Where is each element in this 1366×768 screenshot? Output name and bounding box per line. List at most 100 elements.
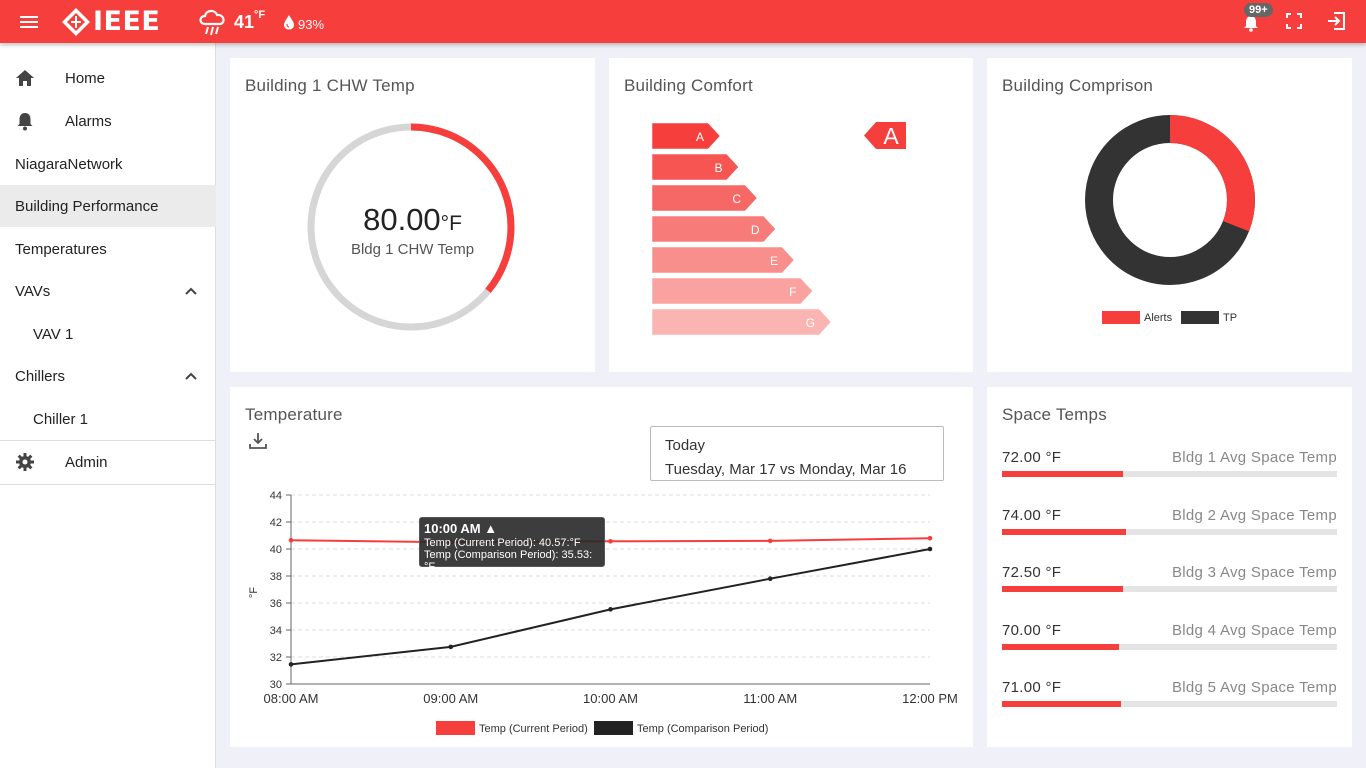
space-temp-bar (1002, 471, 1337, 477)
chart-tooltip: 10:00 AM ▲ Temp (Current Period): 40.57:… (419, 517, 605, 573)
comfort-grade-bar-f (651, 277, 813, 305)
period-selector[interactable]: Today Tuesday, Mar 17 vs Monday, Mar 16 (650, 426, 944, 481)
ieee-logo-icon[interactable] (60, 6, 92, 38)
sidebar-divider (0, 440, 216, 441)
space-temp-value: 72.00 °F (1002, 449, 1062, 466)
legend-label: Temp (Current Period) (479, 723, 588, 735)
comfort-grade-label: G (806, 316, 815, 330)
chevron-up-icon[interactable] (183, 283, 199, 299)
sidebar-item-chiller-1[interactable]: Chiller 1 (0, 398, 216, 440)
space-temp-bar (1002, 644, 1337, 650)
comfort-grade-bar-e (651, 246, 795, 274)
legend-label-tp: TP (1223, 312, 1237, 324)
space-temp-bar-fill (1002, 471, 1123, 477)
sidebar-item-label: Admin (65, 453, 108, 471)
download-icon[interactable] (248, 431, 268, 451)
space-temp-name: Bldg 4 Avg Space Temp (1171, 622, 1337, 639)
space-temp-name: Bldg 5 Avg Space Temp (1171, 679, 1337, 696)
sidebar-item-label: Chillers (15, 367, 66, 385)
gear-icon (15, 452, 35, 472)
sidebar-item-home[interactable]: Home (0, 57, 216, 99)
sidebar-item-chillers[interactable]: Chillers (0, 355, 216, 397)
notification-badge: 99+ (1244, 3, 1273, 17)
sidebar-item-vavs[interactable]: VAVs (0, 270, 216, 312)
card-title: Building 1 CHW Temp (245, 76, 415, 95)
home-icon (15, 68, 35, 88)
top-bar: IEEE 41 °F 93% 99+ (0, 0, 1366, 43)
y-tick-label: 42 (270, 517, 282, 529)
space-temp-bar-fill (1002, 644, 1120, 650)
legend-label-alerts: Alerts (1144, 312, 1173, 324)
data-point (608, 607, 613, 612)
data-point (927, 535, 933, 541)
bell-icon[interactable] (1240, 12, 1262, 34)
legend-swatch (594, 721, 633, 735)
humidity-value: 93% (298, 16, 325, 32)
rain-cloud-icon (197, 6, 229, 38)
comfort-grade-label: B (714, 161, 722, 175)
x-tick-label: 10:00 AM (583, 691, 638, 706)
legend-swatch-tp (1181, 311, 1219, 324)
space-temp-name: Bldg 1 Avg Space Temp (1171, 449, 1337, 466)
menu-icon[interactable] (17, 10, 41, 34)
sidebar-item-label: VAV 1 (33, 325, 74, 343)
sidebar-item-vav-1[interactable]: VAV 1 (0, 313, 216, 355)
chevron-up-icon[interactable] (183, 368, 199, 384)
legend-swatch-alerts (1102, 311, 1140, 324)
comfort-grade-bar-d (651, 215, 776, 243)
chw-gauge-arc (307, 123, 515, 331)
data-point (288, 662, 294, 667)
sidebar-item-label: Alarms (65, 112, 112, 130)
y-tick-label: 36 (270, 598, 282, 610)
sidebar-item-label: Building Performance (15, 197, 159, 215)
space-temp-name: Bldg 3 Avg Space Temp (1171, 564, 1337, 581)
period-range: Tuesday, Mar 17 vs Monday, Mar 16 (665, 461, 907, 478)
temperature-line-chart: 30 32 34 36 38 40 42 44 °F 08:00 AM 09:00 AM 10:00 … (248, 490, 958, 735)
brand-title: IEEE (93, 5, 161, 37)
space-temp-row: 71.00 °F Bldg 5 Avg Space Temp (1002, 679, 1337, 719)
comfort-grade-bar-a (651, 122, 721, 150)
data-point (767, 576, 773, 581)
sidebar-item-admin[interactable]: Admin (0, 441, 216, 483)
y-axis-label: °F (248, 587, 260, 598)
fullscreen-icon[interactable] (1284, 11, 1304, 31)
comfort-grade-label: A (696, 130, 704, 144)
y-tick-label: 34 (270, 625, 282, 637)
bell-icon (15, 111, 35, 131)
y-tick-label: 40 (270, 544, 282, 556)
comfort-grade-label: C (732, 192, 741, 206)
donut-alerts-segment (1085, 115, 1255, 285)
y-tick-label: 44 (270, 490, 282, 502)
space-temp-row: 70.00 °F Bldg 4 Avg Space Temp (1002, 622, 1337, 662)
y-tick-label: 38 (270, 571, 282, 583)
space-temp-name: Bldg 2 Avg Space Temp (1171, 507, 1337, 524)
space-temp-bar-fill (1002, 586, 1123, 592)
data-point (448, 644, 454, 650)
space-temp-bar (1002, 586, 1337, 592)
sidebar-item-building-performance[interactable]: Building Performance (0, 185, 216, 227)
comfort-grade-bar-g (651, 308, 832, 336)
sidebar-item-niagaranetwork[interactable]: NiagaraNetwork (0, 143, 216, 185)
comfort-grade-bar-c (651, 184, 758, 212)
chw-temp-value: 80.00°F (363, 202, 462, 237)
comfort-grade-label: F (789, 285, 796, 299)
sidebar-item-label: VAVs (15, 282, 51, 300)
series-line-1 (290, 548, 931, 666)
sidebar-item-alarms[interactable]: Alarms (0, 100, 216, 142)
sidebar-item-label: Home (65, 69, 106, 87)
chw-temp-card: Building 1 CHW Temp 80.00°F Bldg 1 CHW T… (230, 58, 595, 372)
x-tick-label: 11:00 AM (743, 691, 797, 706)
sidebar-item-label: Temperatures (15, 240, 107, 258)
data-point (927, 546, 933, 552)
x-tick-label: 09:00 AM (423, 691, 478, 706)
sidebar-item-label: Chiller 1 (33, 410, 89, 428)
legend-label: Temp (Comparison Period) (637, 723, 768, 735)
y-tick-label: 30 (270, 679, 282, 691)
data-point (608, 539, 613, 544)
space-temp-bar (1002, 701, 1337, 707)
tooltip-time: 10:00 AM ▲ (424, 521, 498, 536)
period-label: Today (665, 437, 706, 454)
space-temp-row: 72.00 °F Bldg 1 Avg Space Temp (1002, 449, 1337, 489)
sidebar-item-temperatures[interactable]: Temperatures (0, 228, 216, 270)
logout-icon[interactable] (1325, 10, 1347, 32)
